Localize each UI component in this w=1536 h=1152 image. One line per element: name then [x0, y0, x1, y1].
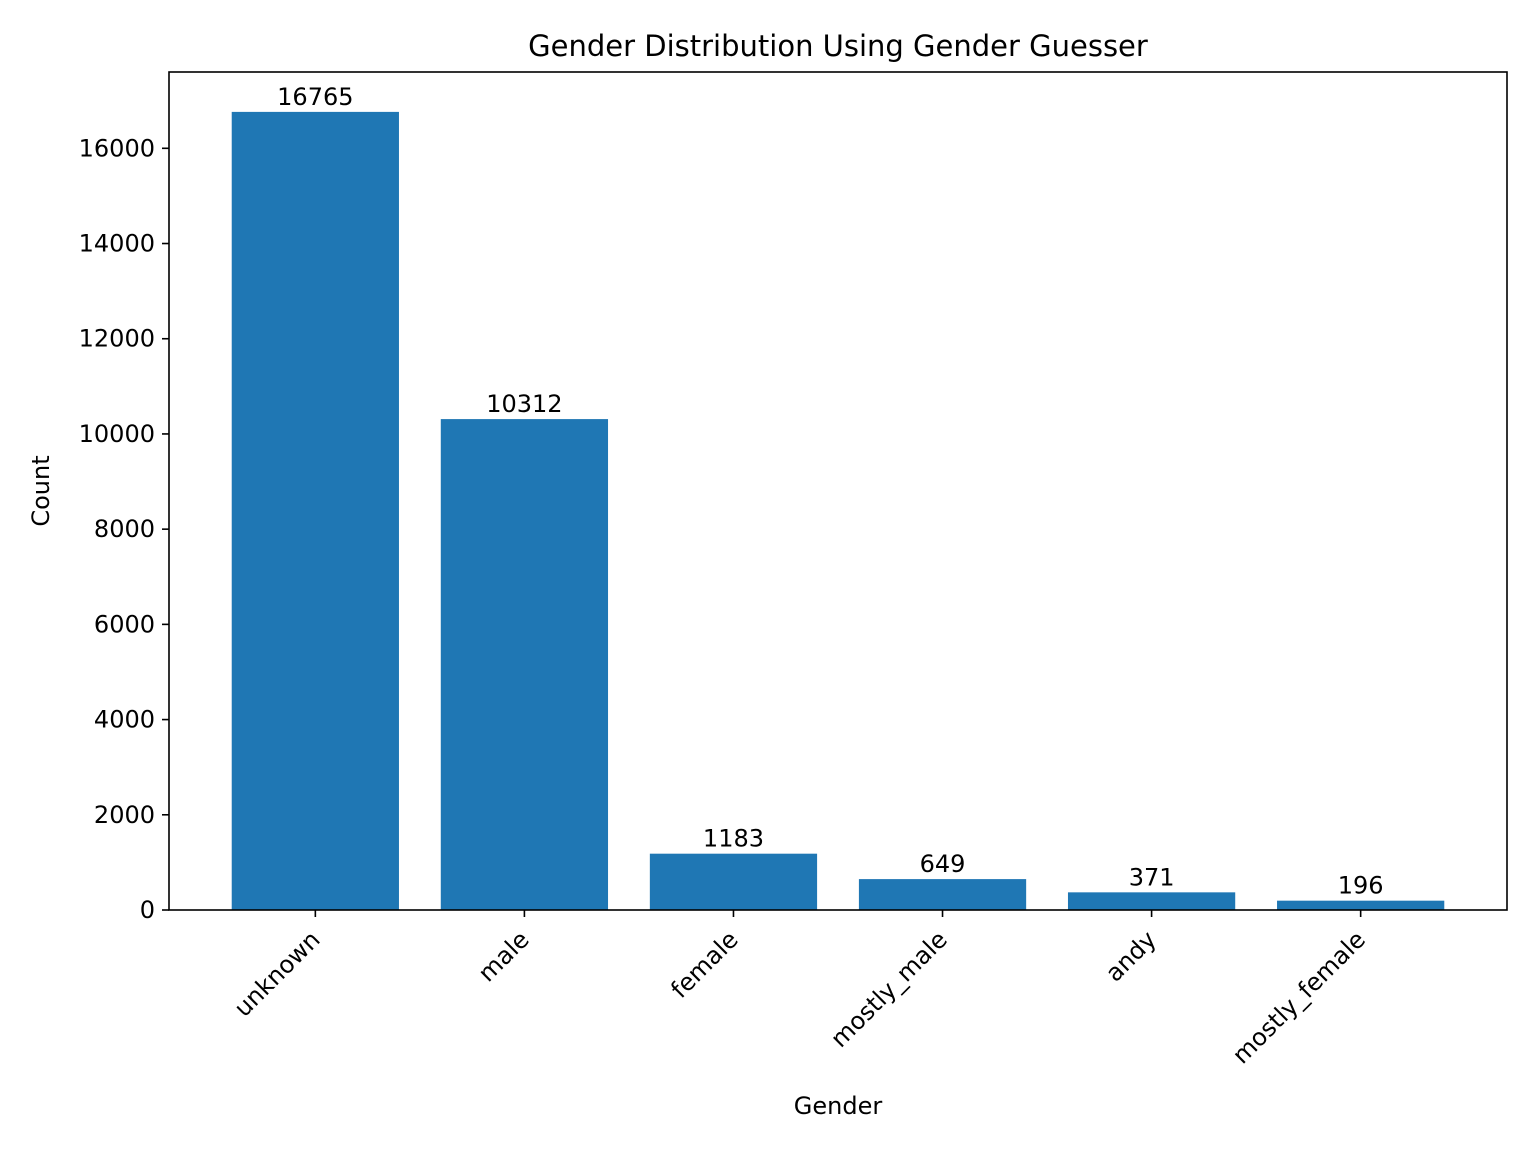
data-label-male: 10312: [486, 390, 562, 418]
bar-andy: [1067, 892, 1236, 910]
data-label-mostly_female: 196: [1338, 872, 1384, 900]
x-tick-label-mostly_male: mostly_male: [825, 925, 953, 1053]
data-label-mostly_male: 649: [920, 850, 966, 878]
x-tick-label-unknown: unknown: [229, 925, 326, 1022]
data-label-female: 1183: [703, 825, 764, 853]
y-tick-label: 4000: [94, 706, 155, 734]
y-tick-label: 10000: [79, 420, 155, 448]
y-tick-label: 6000: [94, 610, 155, 638]
y-tick-label: 12000: [79, 325, 155, 353]
x-axis: unknown male female mostly_male andy mostly_f…: [229, 910, 1371, 1069]
y-axis: 0 2000 4000 6000 8000 10000 12000 14000 16000: [79, 134, 169, 924]
bars-group: [231, 111, 1445, 910]
x-tick-label-male: male: [473, 925, 535, 987]
data-label-unknown: 16765: [277, 83, 353, 111]
bar-male: [440, 419, 609, 910]
y-tick-label: 8000: [94, 515, 155, 543]
bar-mostly_female: [1277, 900, 1445, 910]
plot-frame: [168, 71, 1508, 911]
chart-title: Gender Distribution Using Gender Guesser: [528, 29, 1148, 63]
x-tick-label-female: female: [665, 925, 743, 1003]
y-tick-label: 16000: [79, 134, 155, 162]
y-tick-label: 0: [140, 896, 155, 924]
bar-mostly_male: [858, 879, 1027, 910]
y-axis-label: Count: [27, 455, 55, 526]
x-axis-label: Gender: [794, 1092, 883, 1120]
x-tick-label-andy: andy: [1100, 925, 1162, 987]
data-label-andy: 371: [1129, 863, 1175, 891]
x-tick-label-mostly_female: mostly_female: [1227, 925, 1371, 1069]
bar-unknown: [231, 111, 399, 910]
data-labels-group: 16765 10312 1183 649 371 196: [277, 83, 1383, 900]
y-tick-label: 14000: [79, 230, 155, 258]
y-tick-label: 2000: [94, 801, 155, 829]
bar-female: [649, 853, 818, 910]
